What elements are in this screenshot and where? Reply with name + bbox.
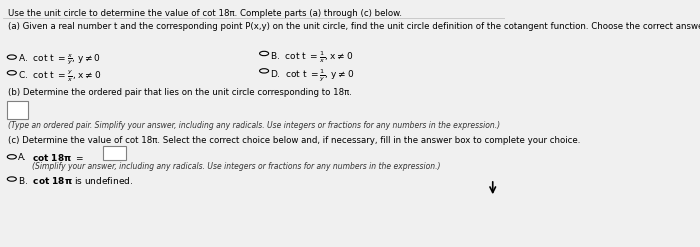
- Text: B.  cot t $= \frac{1}{x}$, x$\neq$0: B. cot t $= \frac{1}{x}$, x$\neq$0: [270, 50, 354, 65]
- Text: B.  $\mathbf{cot\ 18\pi}$ is undefined.: B. $\mathbf{cot\ 18\pi}$ is undefined.: [18, 175, 133, 186]
- Text: (Type an ordered pair. Simplify your answer, including any radicals. Use integer: (Type an ordered pair. Simplify your ans…: [8, 121, 500, 130]
- Text: D.  cot t $= \frac{1}{y}$, y$\neq$0: D. cot t $= \frac{1}{y}$, y$\neq$0: [270, 67, 354, 83]
- Text: A.: A.: [18, 153, 27, 162]
- Text: (c) Determine the value of cot 18π. Select the correct choice below and, if nece: (c) Determine the value of cot 18π. Sele…: [8, 136, 580, 144]
- Text: (a) Given a real number t and the corresponding point P(x,y) on the unit circle,: (a) Given a real number t and the corres…: [8, 22, 700, 31]
- Text: (b) Determine the ordered pair that lies on the unit circle corresponding to 18π: (b) Determine the ordered pair that lies…: [8, 88, 351, 98]
- Text: (Simplify your answer, including any radicals. Use integers or fractions for any: (Simplify your answer, including any rad…: [32, 162, 440, 171]
- Text: $\mathbf{cot\ 18\pi}$ $=$: $\mathbf{cot\ 18\pi}$ $=$: [32, 152, 83, 163]
- FancyBboxPatch shape: [7, 101, 28, 119]
- Text: A.  cot t $= \frac{x}{y}$, y$\neq$0: A. cot t $= \frac{x}{y}$, y$\neq$0: [18, 53, 101, 67]
- Text: Use the unit circle to determine the value of cot 18π. Complete parts (a) throug: Use the unit circle to determine the val…: [8, 9, 402, 18]
- FancyBboxPatch shape: [104, 146, 127, 160]
- Text: C.  cot t $= \frac{y}{x}$, x$\neq$0: C. cot t $= \frac{y}{x}$, x$\neq$0: [18, 69, 101, 84]
